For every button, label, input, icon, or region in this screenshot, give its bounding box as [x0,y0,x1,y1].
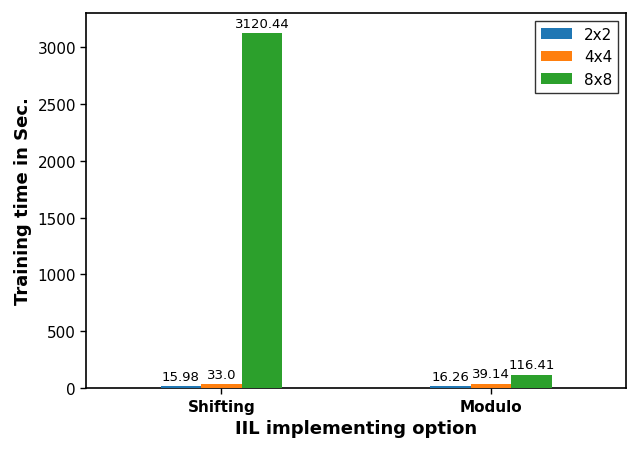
Text: 16.26: 16.26 [432,370,470,383]
Legend: 2x2, 4x4, 8x8: 2x2, 4x4, 8x8 [535,22,618,94]
Bar [242,34,282,388]
Text: 116.41: 116.41 [509,359,555,372]
Bar [201,385,242,388]
Bar [511,375,552,388]
Bar [431,387,471,388]
Text: 39.14: 39.14 [472,368,510,381]
Y-axis label: Training time in Sec.: Training time in Sec. [14,97,32,305]
Bar [471,384,511,388]
Text: 15.98: 15.98 [162,370,200,383]
Bar [161,387,201,388]
Text: 33.0: 33.0 [207,368,236,381]
X-axis label: IIL implementing option: IIL implementing option [236,419,477,437]
Text: 3120.44: 3120.44 [234,18,289,31]
